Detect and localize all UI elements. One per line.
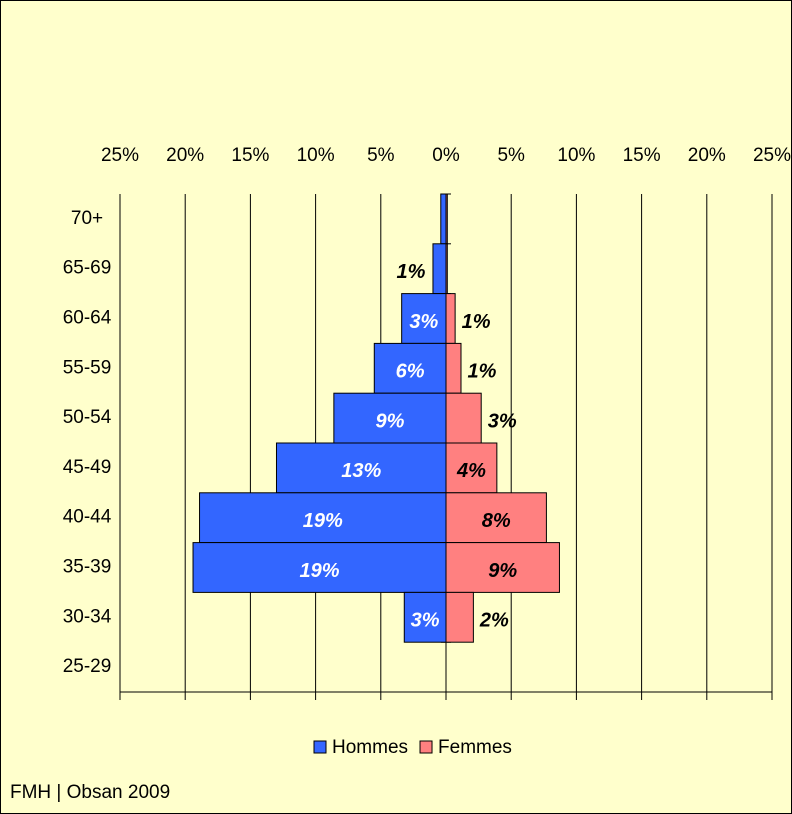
x-tick-label: 20%	[166, 145, 204, 166]
data-label: 8%	[482, 510, 511, 532]
legend-label: Hommes	[332, 737, 408, 758]
bar	[432, 243, 447, 295]
y-tick-label: 50-54	[63, 407, 112, 428]
bar	[199, 492, 447, 544]
data-label: 4%	[456, 460, 486, 482]
data-label: 9%	[488, 560, 517, 582]
data-label: 3%	[411, 610, 440, 632]
bar	[275, 442, 447, 494]
bar	[440, 193, 447, 245]
data-label: 2%	[479, 610, 509, 632]
y-tick-label: 40-44	[63, 507, 112, 528]
x-tick-label: 10%	[297, 145, 335, 166]
data-label: 13%	[341, 460, 381, 482]
data-label: 3%	[488, 410, 517, 432]
y-tick-label: 30-34	[63, 606, 112, 627]
y-tick-label: 70+	[71, 208, 103, 229]
x-tick-label: 25%	[101, 145, 139, 166]
bar	[445, 392, 482, 444]
legend-swatch	[313, 740, 327, 754]
data-label: 19%	[299, 560, 339, 582]
bar	[445, 542, 560, 593]
x-tick-label: 10%	[557, 145, 595, 166]
y-tick-label: 35-39	[63, 557, 112, 578]
bar	[445, 342, 462, 394]
data-label: 1%	[397, 261, 426, 283]
source-note: FMH | Obsan 2009	[10, 782, 170, 803]
y-tick-label: 45-49	[63, 457, 112, 478]
legend-label: Femmes	[438, 737, 512, 758]
bar	[403, 591, 447, 643]
bar	[445, 492, 547, 544]
data-label: 6%	[396, 361, 425, 383]
x-tick-label: 0%	[432, 145, 460, 166]
bar	[445, 591, 474, 643]
bar	[445, 193, 448, 245]
bar	[445, 442, 498, 494]
x-tick-label: 5%	[497, 145, 525, 166]
y-tick-label: 60-64	[63, 308, 112, 329]
x-tick-label: 15%	[623, 145, 661, 166]
y-tick-label: 55-59	[63, 357, 112, 378]
x-tick-label: 5%	[367, 145, 395, 166]
bar	[445, 243, 448, 295]
legend-swatch	[419, 740, 433, 754]
bar	[192, 542, 447, 593]
data-label: 9%	[375, 410, 404, 432]
bar	[445, 293, 456, 344]
x-tick-label: 20%	[688, 145, 726, 166]
data-label: 3%	[409, 311, 438, 333]
data-label: 1%	[462, 311, 491, 333]
y-tick-label: 65-69	[63, 258, 112, 279]
x-tick-label: 15%	[231, 145, 269, 166]
data-label: 19%	[303, 510, 343, 532]
x-tick-label: 25%	[753, 145, 791, 166]
data-label: 1%	[468, 361, 497, 383]
y-tick-label: 25-29	[63, 656, 112, 677]
